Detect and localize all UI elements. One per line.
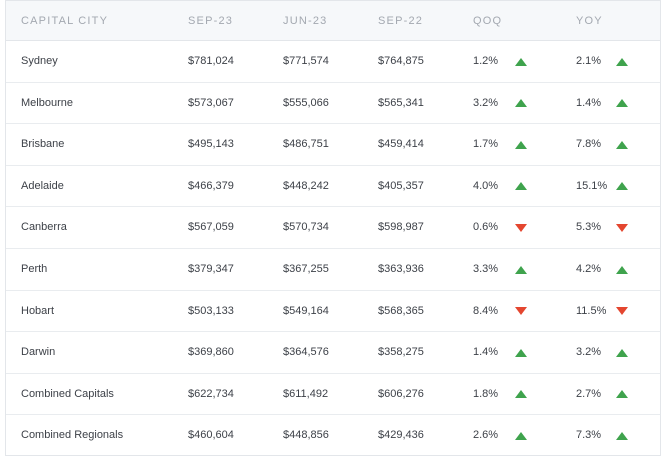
yoy-percent: 11.5% <box>576 304 607 317</box>
value-sep-23: $567,059 <box>188 221 234 234</box>
qoq-percent: 3.3% <box>473 263 499 275</box>
yoy-up-arrow-icon <box>615 415 629 456</box>
value-jun-23: $448,856 <box>283 429 329 442</box>
qoq-percent: 1.7% <box>473 138 499 151</box>
column-header-sep-22[interactable]: SEP-22 <box>378 15 424 27</box>
table-row[interactable]: Sydney $781,024 $771,574 $764,875 1.2% 2.1% <box>6 41 660 83</box>
qoq-up-arrow-icon <box>514 332 528 373</box>
qoq-down-arrow-icon <box>514 291 528 332</box>
value-sep-22: $459,414 <box>378 138 424 151</box>
qoq-down-arrow-icon <box>514 207 528 248</box>
qoq-percent: 1.4% <box>473 346 499 359</box>
value-jun-23: $570,734 <box>283 221 329 234</box>
value-jun-23: $367,255 <box>283 263 329 275</box>
table-row[interactable]: Darwin $369,860 $364,576 $358,275 1.4% 3.2% <box>6 332 660 374</box>
table-row[interactable]: Canberra $567,059 $570,734 $598,987 0.6% 5.3% <box>6 207 660 249</box>
yoy-down-arrow-icon <box>615 207 629 248</box>
column-header-capital-city[interactable]: CAPITAL CITY <box>21 15 109 27</box>
value-sep-22: $358,275 <box>378 346 424 359</box>
yoy-up-arrow-icon <box>615 83 629 124</box>
qoq-up-arrow-icon <box>514 166 528 207</box>
city-name: Combined Capitals <box>21 387 114 400</box>
yoy-down-arrow-icon <box>615 291 629 332</box>
column-header-sep-23[interactable]: SEP-23 <box>188 15 234 27</box>
table-header: CAPITAL CITY SEP-23 JUN-23 SEP-22 QOQ YO… <box>6 1 660 41</box>
table-row[interactable]: Combined Regionals $460,604 $448,856 $429,4… <box>6 415 660 457</box>
city-name: Sydney <box>21 55 58 67</box>
qoq-up-arrow-icon <box>514 124 528 165</box>
table-row[interactable]: Adelaide $466,379 $448,242 $405,357 4.0% 15.1… <box>6 166 660 208</box>
table-row[interactable]: Brisbane $495,143 $486,751 $459,414 1.7% 7.8% <box>6 124 660 166</box>
qoq-percent: 4.0% <box>473 179 499 192</box>
yoy-percent: 15.1% <box>576 179 608 192</box>
table-row[interactable]: Perth $379,347 $367,255 $363,936 3.3% 4.2% <box>6 249 660 291</box>
value-sep-22: $606,276 <box>378 387 424 400</box>
yoy-up-arrow-icon <box>615 374 629 415</box>
value-jun-23: $549,164 <box>283 304 329 317</box>
qoq-up-arrow-icon <box>514 41 528 82</box>
yoy-percent: 5.3% <box>576 221 602 234</box>
value-sep-23: $622,734 <box>188 387 234 400</box>
yoy-percent: 1.4% <box>576 96 602 109</box>
value-sep-22: $405,357 <box>378 179 424 192</box>
qoq-up-arrow-icon <box>514 83 528 124</box>
qoq-percent: 1.8% <box>473 387 499 400</box>
qoq-percent: 2.6% <box>473 429 499 442</box>
value-sep-22: $764,875 <box>378 55 424 67</box>
value-sep-23: $466,379 <box>188 179 234 192</box>
value-sep-23: $573,067 <box>188 96 234 109</box>
city-name: Brisbane <box>21 138 65 151</box>
value-jun-23: $448,242 <box>283 179 329 192</box>
qoq-percent: 8.4% <box>473 304 499 317</box>
value-sep-23: $781,024 <box>188 55 234 67</box>
value-jun-23: $611,492 <box>283 387 329 400</box>
city-name: Adelaide <box>21 179 64 192</box>
value-sep-22: $429,436 <box>378 429 424 442</box>
yoy-percent: 7.3% <box>576 429 602 442</box>
qoq-percent: 3.2% <box>473 96 499 109</box>
value-jun-23: $555,066 <box>283 96 329 109</box>
value-sep-22: $568,365 <box>378 304 424 317</box>
city-name: Combined Regionals <box>21 429 124 442</box>
qoq-up-arrow-icon <box>514 415 528 456</box>
yoy-percent: 2.1% <box>576 55 602 67</box>
value-sep-23: $460,604 <box>188 429 234 442</box>
yoy-percent: 4.2% <box>576 263 602 275</box>
yoy-up-arrow-icon <box>615 332 629 373</box>
yoy-percent: 2.7% <box>576 387 602 400</box>
qoq-percent: 1.2% <box>473 55 499 67</box>
value-sep-23: $369,860 <box>188 346 234 359</box>
yoy-percent: 7.8% <box>576 138 602 151</box>
city-name: Canberra <box>21 221 67 234</box>
yoy-up-arrow-icon <box>615 166 629 207</box>
value-jun-23: $364,576 <box>283 346 329 359</box>
value-sep-22: $363,936 <box>378 263 424 275</box>
value-jun-23: $771,574 <box>283 55 329 67</box>
table-row[interactable]: Hobart $503,133 $549,164 $568,365 8.4% 11.5% <box>6 291 660 333</box>
column-header-jun-23[interactable]: JUN-23 <box>283 15 328 27</box>
yoy-up-arrow-icon <box>615 124 629 165</box>
qoq-percent: 0.6% <box>473 221 499 234</box>
yoy-up-arrow-icon <box>615 41 629 82</box>
yoy-percent: 3.2% <box>576 346 602 359</box>
value-sep-23: $379,347 <box>188 263 234 275</box>
qoq-up-arrow-icon <box>514 249 528 290</box>
value-sep-23: $495,143 <box>188 138 234 151</box>
city-name: Darwin <box>21 346 56 359</box>
yoy-up-arrow-icon <box>615 249 629 290</box>
city-name: Melbourne <box>21 96 73 109</box>
value-sep-22: $565,341 <box>378 96 424 109</box>
city-name: Perth <box>21 263 48 275</box>
value-sep-22: $598,987 <box>378 221 424 234</box>
column-header-yoy[interactable]: YOY <box>576 15 603 27</box>
value-sep-23: $503,133 <box>188 304 234 317</box>
table-row[interactable]: Combined Capitals $622,734 $611,492 $606,27… <box>6 374 660 416</box>
column-header-qoq[interactable]: QOQ <box>473 15 503 27</box>
table-row[interactable]: Melbourne $573,067 $555,066 $565,341 3.2% 1.4… <box>6 83 660 125</box>
city-name: Hobart <box>21 304 55 317</box>
qoq-up-arrow-icon <box>514 374 528 415</box>
value-jun-23: $486,751 <box>283 138 329 151</box>
price-table: CAPITAL CITY SEP-23 JUN-23 SEP-22 QOQ YO… <box>5 0 661 456</box>
